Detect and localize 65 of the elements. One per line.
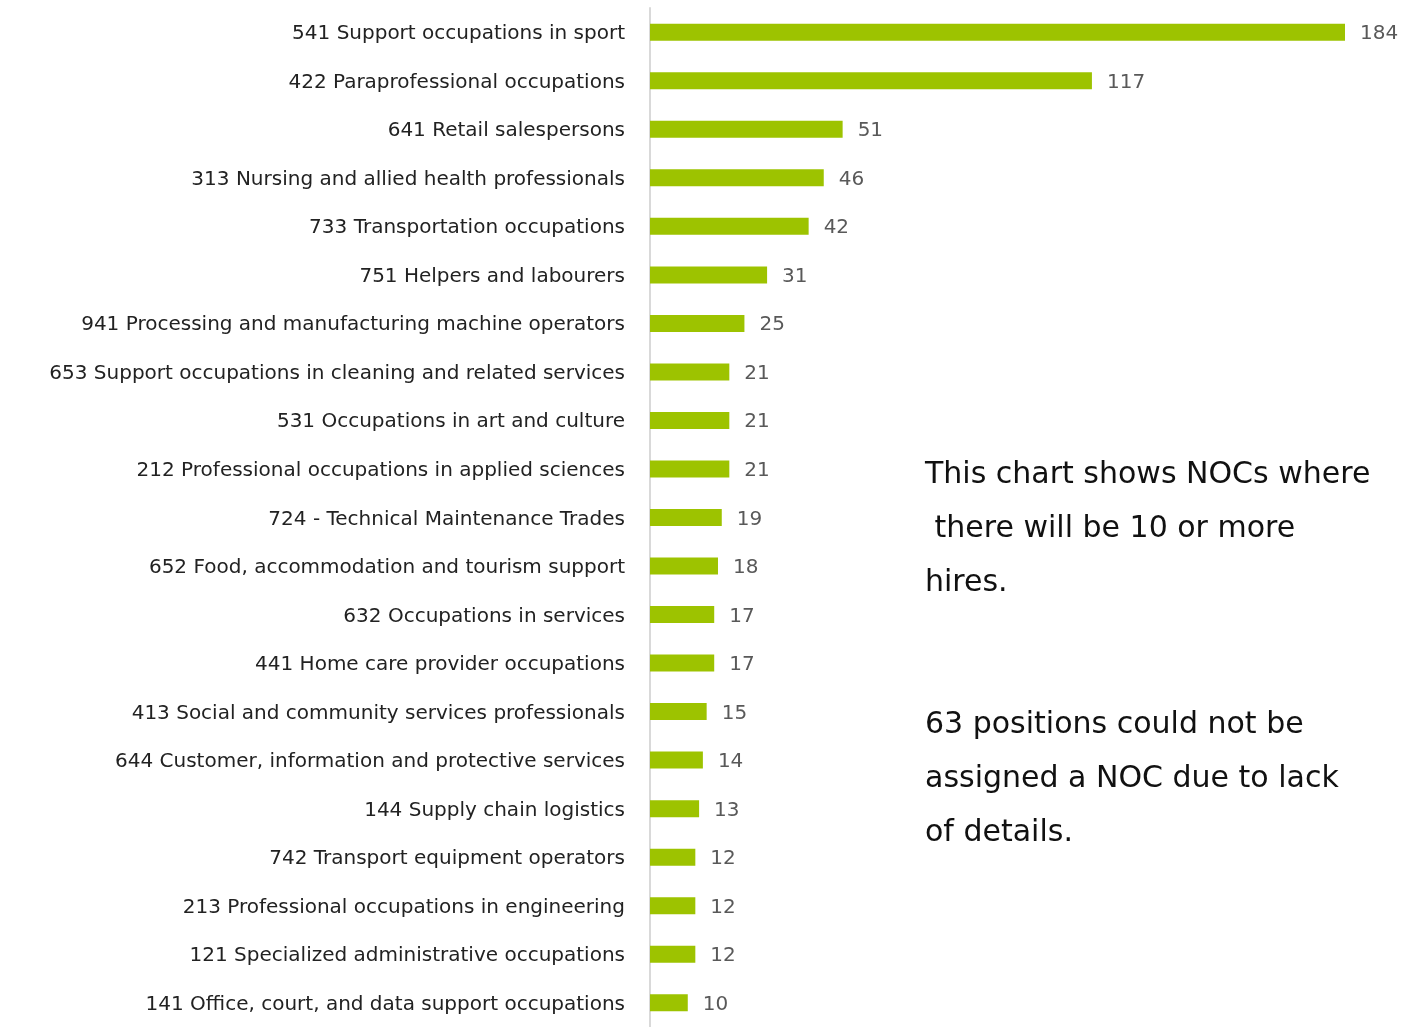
bar [650, 994, 688, 1012]
y-tick-label: 141 Office, court, and data support occupations [145, 990, 625, 1015]
data-label: 25 [759, 311, 785, 336]
bar [650, 363, 730, 381]
data-label: 18 [732, 554, 759, 579]
data-label: 21 [744, 359, 770, 384]
bar [650, 606, 715, 624]
data-label: 184 [1360, 20, 1399, 45]
bar [650, 460, 730, 478]
y-tick-label: 313 Nursing and allied health professionals [191, 165, 625, 190]
y-tick-label: 531 Occupations in art and culture [276, 408, 625, 433]
y-tick-label: 644 Customer, information and protective services [115, 748, 625, 773]
data-label: 17 [729, 651, 755, 676]
bar [650, 654, 715, 672]
data-label: 12 [710, 942, 736, 967]
data-label: 117 [1106, 68, 1146, 93]
data-label: 42 [823, 214, 850, 239]
bar [650, 557, 718, 575]
annotation: This chart shows NOCs where there will be 10 or more hires. [924, 454, 1371, 598]
bar [650, 751, 703, 769]
data-label: 19 [736, 505, 763, 530]
bar [650, 411, 730, 429]
y-tick-label: 441 Home care provider occupations [255, 651, 625, 676]
bar [650, 800, 700, 818]
y-tick-label: 413 Social and community services professionals [131, 699, 625, 724]
data-label: 46 [838, 165, 865, 190]
y-tick-label: 212 Professional occupations in applied sciences [136, 456, 625, 481]
data-label: 17 [729, 602, 755, 627]
y-tick-label: 724 - Technical Maintenance Trades [268, 505, 625, 530]
data-label: 31 [782, 262, 808, 287]
bar [650, 169, 824, 187]
bar [650, 72, 1092, 90]
y-tick-label: 652 Food, accommodation and tourism support [148, 554, 626, 579]
y-tick-label: 632 Occupations in services [343, 602, 625, 627]
bar [650, 945, 696, 963]
bar [650, 314, 745, 332]
y-tick-label: 641 Retail salespersons [387, 117, 625, 142]
y-tick-label: 144 Supply chain logistics [364, 796, 625, 821]
y-tick-label: 733 Transportation occupations [309, 214, 625, 239]
y-tick-label: 213 Professional occupations in engineering [182, 893, 625, 918]
y-tick-label: 121 Specialized administrative occupations [189, 942, 625, 967]
annotation: 63 positions could not be assigned a NOC due to lack of details. [925, 704, 1349, 848]
bar [650, 266, 768, 284]
data-label: 21 [744, 408, 770, 433]
bar [650, 703, 707, 721]
bar [650, 23, 1345, 41]
data-label: 15 [721, 699, 748, 724]
y-tick-label: 742 Transport equipment operators [269, 845, 625, 870]
data-label: 21 [744, 456, 770, 481]
y-tick-label: 941 Processing and manufacturing machine operators [81, 311, 625, 336]
y-tick-label: 422 Paraprofessional occupations [288, 68, 625, 93]
y-tick-label: 653 Support occupations in cleaning and related services [49, 359, 625, 384]
y-tick-label: 751 Helpers and labourers [359, 262, 625, 287]
bar [650, 897, 696, 915]
data-label: 13 [714, 796, 740, 821]
bar [650, 509, 722, 526]
data-label: 51 [857, 117, 884, 142]
bar [650, 217, 809, 235]
bar [650, 120, 843, 138]
data-label: 14 [717, 748, 744, 773]
data-label: 12 [710, 893, 736, 918]
data-label: 10 [702, 990, 729, 1015]
bar [650, 848, 696, 866]
y-tick-label: 541 Support occupations in sport [292, 20, 626, 45]
data-label: 12 [710, 845, 736, 870]
